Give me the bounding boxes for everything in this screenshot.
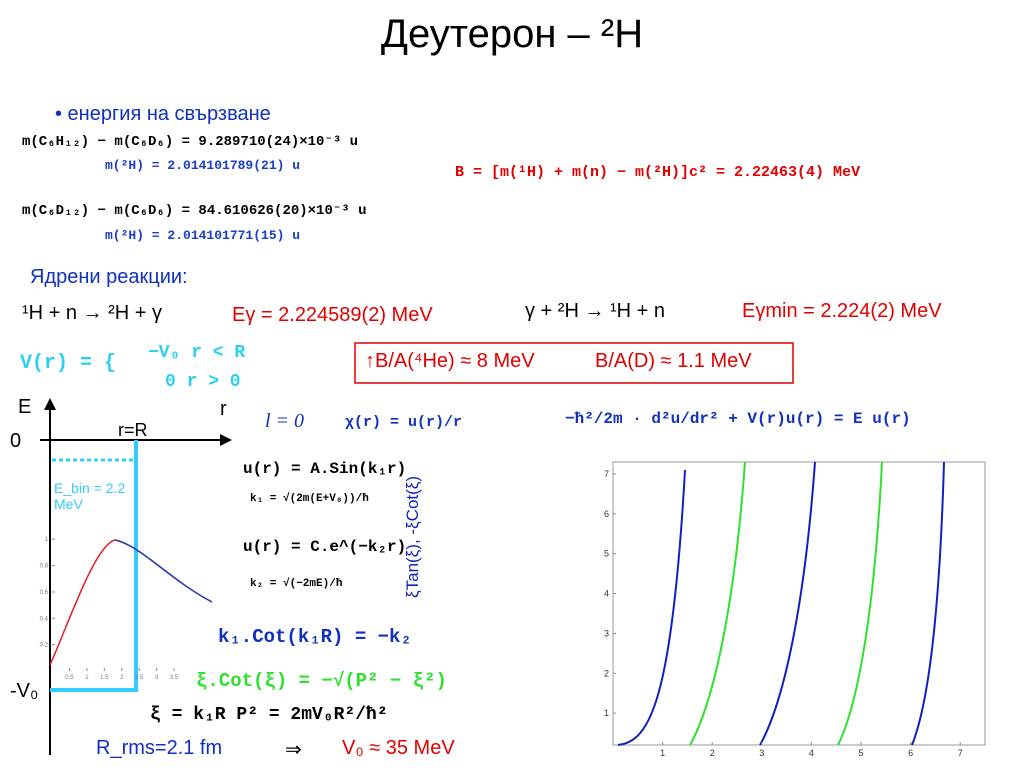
x-tick-label: 1 bbox=[660, 748, 665, 758]
reaction: ¹H + n → ²H + γ bbox=[22, 302, 163, 324]
x-tick-label: 2 bbox=[710, 748, 715, 758]
y-tick-label: 3 bbox=[604, 628, 609, 638]
formula: m(²H) = 2.014101789(21) u bbox=[105, 158, 301, 173]
x-tick-label: 0.5 bbox=[65, 675, 74, 681]
title: Деутерон – ²H bbox=[380, 12, 644, 56]
bullet: • енергия на свързване bbox=[55, 103, 271, 125]
formula: k₂ = √(−2mE)/ħ bbox=[250, 578, 343, 590]
formula: m(²H) = 2.014101771(15) u bbox=[105, 228, 301, 243]
reaction-energy: Eγmin = 2.224(2) MeV bbox=[742, 300, 942, 322]
binding-energy: E_bin = 2.2 MeV bbox=[54, 480, 126, 512]
y-tick-label: 0.8 bbox=[40, 564, 49, 570]
y-tick-label: 5 bbox=[604, 549, 609, 559]
y-tick-label: 1 bbox=[45, 537, 49, 543]
x-tick-label: 1.5 bbox=[100, 675, 109, 681]
arrow-head bbox=[220, 434, 232, 446]
axis-label: r bbox=[220, 398, 227, 420]
x-tick-label: 4 bbox=[809, 748, 814, 758]
x-tick-label: 6 bbox=[908, 748, 913, 758]
potential-case: 0 r > 0 bbox=[165, 372, 241, 392]
well bbox=[50, 440, 138, 692]
x-tick-label: 1 bbox=[85, 675, 89, 681]
y-tick-label: 0.6 bbox=[40, 590, 49, 596]
cot-curve bbox=[837, 461, 883, 746]
box-text: ↑B/A(⁴He) ≈ 8 MeV bbox=[365, 350, 535, 372]
formula: u(r) = C.e^(−k₂r) bbox=[243, 538, 407, 556]
potential: V(r) = { bbox=[20, 352, 117, 375]
axis-label: E bbox=[18, 396, 32, 418]
reaction-energy: Eγ = 2.224589(2) MeV bbox=[232, 304, 433, 326]
formula: ξ.Cot(ξ) = −√(P² − ξ²) bbox=[196, 670, 447, 692]
x-tick-label: 7 bbox=[958, 748, 963, 758]
y-tick-label: 4 bbox=[604, 589, 609, 599]
tan-curve bbox=[617, 469, 686, 746]
formula: −ħ²/2m · d²u/dr² + V(r)u(r) = E u(r) bbox=[565, 410, 911, 428]
y-tick-label: 1 bbox=[604, 708, 609, 718]
result: V₀ ≈ 35 MeV bbox=[342, 737, 455, 759]
x-tick-label: 3.5 bbox=[170, 675, 179, 681]
box-text: B/A(D) ≈ 1.1 MeV bbox=[595, 350, 752, 372]
result: R_rms=2.1 fm bbox=[96, 737, 223, 759]
wavefunction bbox=[49, 539, 213, 666]
wavefunction-tail bbox=[114, 539, 213, 603]
formula: χ(r) = u(r)/r bbox=[345, 414, 463, 431]
tan-curve bbox=[759, 461, 816, 746]
y-tick-label: 2 bbox=[604, 668, 609, 678]
x-tick-label: 3 bbox=[759, 748, 764, 758]
axis-label: -V₀ bbox=[10, 680, 39, 702]
cot-curve bbox=[689, 461, 746, 746]
formula: m(C₆H₁₂) − m(C₆D₆) = 9.289710(24)×10⁻³ u bbox=[22, 134, 359, 150]
box bbox=[354, 342, 794, 384]
formula: u(r) = A.Sin(k₁r) bbox=[243, 460, 407, 478]
x-tick-label: 2 bbox=[120, 675, 124, 681]
formula: B = [m(¹H) + m(n) − m(²H)]c² = 2.22463(4… bbox=[455, 164, 861, 181]
arrow-head bbox=[44, 398, 56, 410]
formula: ξ = k₁R P² = 2mV₀R²/ħ² bbox=[150, 705, 388, 725]
potential-case: −V₀ r < R bbox=[148, 343, 246, 363]
plot-frame bbox=[612, 461, 986, 746]
y-tick-label: 0.2 bbox=[40, 643, 49, 649]
y-tick-label: 6 bbox=[604, 509, 609, 519]
formula: l = 0 bbox=[265, 410, 305, 432]
y-tick-label: 0.4 bbox=[40, 616, 49, 622]
arrow: ⇒ bbox=[285, 739, 302, 761]
axis-label: 0 bbox=[10, 430, 22, 452]
y-axis-label: ξTan(ξ), -ξCot(ξ) bbox=[403, 476, 422, 598]
reaction: γ + ²H → ¹H + n bbox=[525, 300, 666, 322]
y-tick-label: 7 bbox=[604, 469, 609, 479]
x-tick-label: 3 bbox=[155, 675, 159, 681]
tan-curve bbox=[911, 461, 945, 746]
formula: m(C₆D₁₂) − m(C₆D₆) = 84.610626(20)×10⁻³ … bbox=[22, 203, 367, 219]
formula: k₁ = √(2m(E+V₀))/ħ bbox=[250, 493, 369, 505]
x-tick-label: 2.5 bbox=[135, 675, 144, 681]
x-tick-label: 5 bbox=[858, 748, 863, 758]
formula: k₁.Cot(k₁R) = −k₂ bbox=[218, 626, 412, 648]
heading: Ядрени реакции: bbox=[30, 266, 188, 288]
well-label: r=R bbox=[118, 420, 148, 440]
